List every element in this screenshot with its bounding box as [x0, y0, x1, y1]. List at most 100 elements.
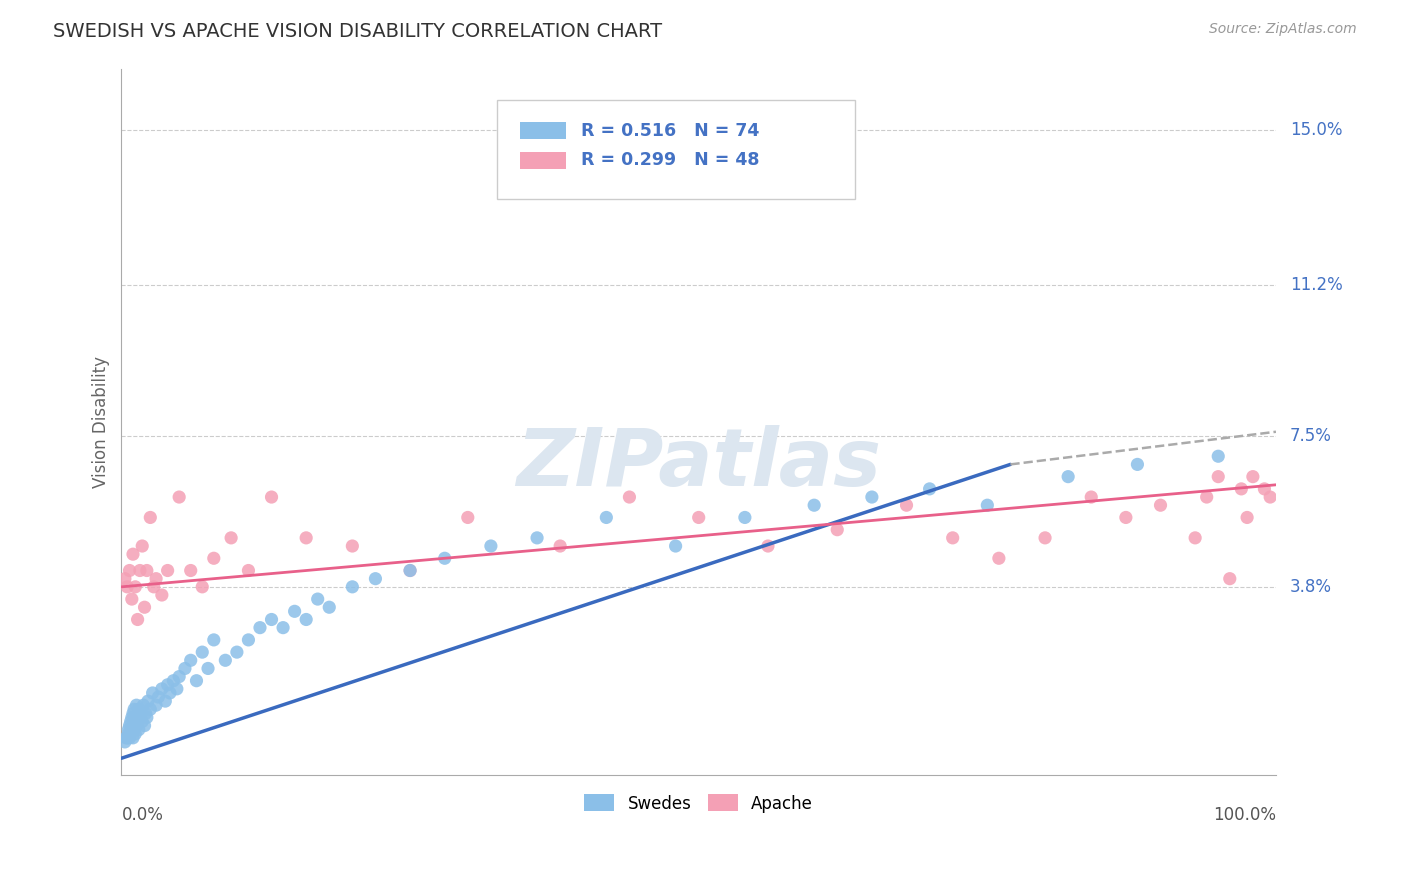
Point [1195, 490, 1218, 504]
Point [122, 702, 145, 716]
Point [155, 694, 177, 708]
Point [135, 706, 157, 721]
Point [1126, 458, 1149, 472]
Point [1253, 482, 1275, 496]
Text: 100.0%: 100.0% [1213, 806, 1277, 824]
Point [122, 706, 145, 721]
Point [284, 604, 307, 618]
Point [124, 710, 146, 724]
Text: Source: ZipAtlas.com: Source: ZipAtlas.com [1209, 22, 1357, 37]
Point [1115, 510, 1137, 524]
Point [121, 592, 143, 607]
Point [1219, 572, 1241, 586]
Point [114, 735, 136, 749]
Point [129, 706, 152, 721]
Point [132, 698, 155, 713]
Point [1080, 490, 1102, 504]
Point [134, 600, 156, 615]
Point [825, 523, 848, 537]
Point [142, 686, 165, 700]
Point [156, 678, 179, 692]
Point [238, 632, 260, 647]
Point [918, 482, 941, 496]
Point [129, 710, 152, 724]
Point [665, 539, 688, 553]
Point [122, 547, 145, 561]
Point [1230, 482, 1253, 496]
Point [139, 702, 162, 716]
Point [342, 539, 364, 553]
Point [238, 564, 260, 578]
Point [122, 731, 145, 745]
Point [214, 653, 236, 667]
Point [433, 551, 456, 566]
Point [174, 661, 197, 675]
Point [1241, 469, 1264, 483]
Point [987, 551, 1010, 566]
Point [342, 580, 364, 594]
Point [1149, 498, 1171, 512]
Point [167, 670, 190, 684]
Point [197, 661, 219, 675]
Point [364, 572, 387, 586]
Point [1258, 490, 1281, 504]
Point [135, 564, 157, 578]
Text: 15.0%: 15.0% [1289, 120, 1343, 139]
Point [1184, 531, 1206, 545]
Point [159, 686, 181, 700]
Point [115, 731, 138, 745]
Point [162, 673, 184, 688]
Point [225, 645, 247, 659]
Text: ZIPatlas: ZIPatlas [516, 425, 882, 503]
Point [479, 539, 502, 553]
Point [526, 531, 548, 545]
Point [131, 539, 153, 553]
Point [734, 510, 756, 524]
Point [128, 723, 150, 737]
Point [595, 510, 617, 524]
Point [756, 539, 779, 553]
Point [619, 490, 641, 504]
Point [318, 600, 340, 615]
Text: 0.0%: 0.0% [121, 806, 163, 824]
Text: R = 0.299   N = 48: R = 0.299 N = 48 [581, 152, 759, 169]
Point [249, 621, 271, 635]
Point [145, 572, 167, 586]
Point [135, 710, 157, 724]
Legend: Swedes, Apache: Swedes, Apache [578, 788, 820, 819]
Point [399, 564, 422, 578]
Point [295, 531, 318, 545]
Y-axis label: Vision Disability: Vision Disability [93, 356, 110, 488]
Text: SWEDISH VS APACHE VISION DISABILITY CORRELATION CHART: SWEDISH VS APACHE VISION DISABILITY CORR… [53, 22, 662, 41]
Point [180, 653, 202, 667]
Point [150, 681, 173, 696]
Point [688, 510, 710, 524]
Point [150, 588, 173, 602]
Point [121, 710, 143, 724]
Text: R = 0.516   N = 74: R = 0.516 N = 74 [581, 121, 759, 140]
Point [156, 564, 179, 578]
FancyBboxPatch shape [520, 152, 567, 169]
Text: 7.5%: 7.5% [1289, 427, 1331, 445]
Point [307, 592, 329, 607]
FancyBboxPatch shape [496, 100, 855, 199]
Point [124, 580, 146, 594]
Point [127, 612, 149, 626]
Point [122, 723, 145, 737]
Point [166, 681, 188, 696]
Point [125, 718, 148, 732]
Point [399, 564, 422, 578]
Point [117, 723, 139, 737]
Point [295, 612, 318, 626]
Point [180, 564, 202, 578]
Point [145, 698, 167, 713]
Point [803, 498, 825, 512]
Point [167, 490, 190, 504]
Text: 3.8%: 3.8% [1289, 578, 1331, 596]
Point [120, 727, 142, 741]
Text: 11.2%: 11.2% [1289, 276, 1343, 293]
Point [122, 718, 145, 732]
Point [136, 694, 159, 708]
Point [202, 551, 225, 566]
Point [191, 580, 214, 594]
